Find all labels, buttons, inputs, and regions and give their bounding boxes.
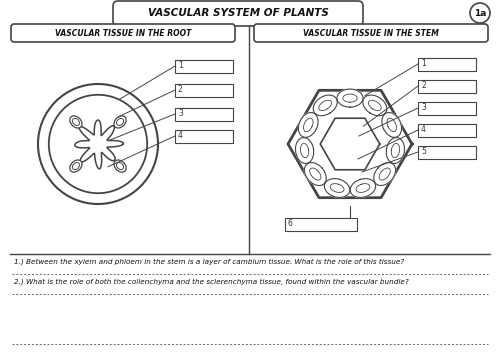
Polygon shape — [382, 113, 402, 137]
Text: 2: 2 — [421, 81, 426, 91]
FancyBboxPatch shape — [175, 130, 233, 143]
FancyBboxPatch shape — [11, 24, 235, 42]
Polygon shape — [337, 89, 363, 107]
Text: 4: 4 — [421, 126, 426, 135]
Polygon shape — [363, 95, 387, 116]
Text: 3: 3 — [178, 109, 183, 119]
Ellipse shape — [70, 160, 82, 172]
FancyBboxPatch shape — [418, 80, 476, 92]
Polygon shape — [75, 120, 124, 169]
Text: 1a: 1a — [474, 8, 486, 17]
Text: 2.) What is the role of both the collenchyma and the sclerenchyma tissue, found : 2.) What is the role of both the collenc… — [14, 278, 409, 285]
FancyBboxPatch shape — [254, 24, 488, 42]
Polygon shape — [313, 95, 337, 116]
Polygon shape — [374, 162, 396, 185]
FancyBboxPatch shape — [418, 124, 476, 137]
Ellipse shape — [114, 160, 126, 172]
Circle shape — [49, 95, 147, 193]
FancyBboxPatch shape — [418, 57, 476, 70]
FancyBboxPatch shape — [175, 108, 233, 120]
Polygon shape — [296, 138, 314, 164]
Ellipse shape — [72, 162, 80, 170]
Text: 5: 5 — [421, 148, 426, 156]
Text: VASCULAR TISSUE IN THE ROOT: VASCULAR TISSUE IN THE ROOT — [55, 29, 191, 38]
Ellipse shape — [116, 118, 123, 125]
Ellipse shape — [114, 116, 126, 128]
Text: 1: 1 — [421, 59, 426, 69]
FancyBboxPatch shape — [175, 59, 233, 73]
Polygon shape — [288, 90, 412, 198]
FancyBboxPatch shape — [175, 84, 233, 97]
Polygon shape — [304, 162, 326, 185]
FancyBboxPatch shape — [418, 102, 476, 114]
Text: 2: 2 — [178, 86, 183, 95]
FancyBboxPatch shape — [418, 145, 476, 159]
Text: 6: 6 — [288, 219, 293, 228]
FancyBboxPatch shape — [113, 1, 363, 26]
Polygon shape — [298, 113, 318, 137]
FancyBboxPatch shape — [285, 217, 357, 230]
Text: VASCULAR SYSTEM OF PLANTS: VASCULAR SYSTEM OF PLANTS — [148, 8, 328, 18]
Text: VASCULAR TISSUE IN THE STEM: VASCULAR TISSUE IN THE STEM — [303, 29, 439, 38]
Polygon shape — [386, 138, 404, 164]
Polygon shape — [350, 179, 376, 198]
Polygon shape — [324, 179, 350, 198]
Polygon shape — [320, 118, 380, 170]
Ellipse shape — [70, 116, 82, 128]
Text: 1.) Between the xylem and phloem in the stem is a layer of cambium tissue. What : 1.) Between the xylem and phloem in the … — [14, 258, 404, 264]
Circle shape — [38, 84, 158, 204]
Ellipse shape — [116, 162, 123, 170]
Text: 3: 3 — [421, 103, 426, 113]
Text: 1: 1 — [178, 62, 183, 70]
Ellipse shape — [72, 118, 80, 125]
Text: 4: 4 — [178, 131, 183, 141]
Circle shape — [470, 3, 490, 23]
